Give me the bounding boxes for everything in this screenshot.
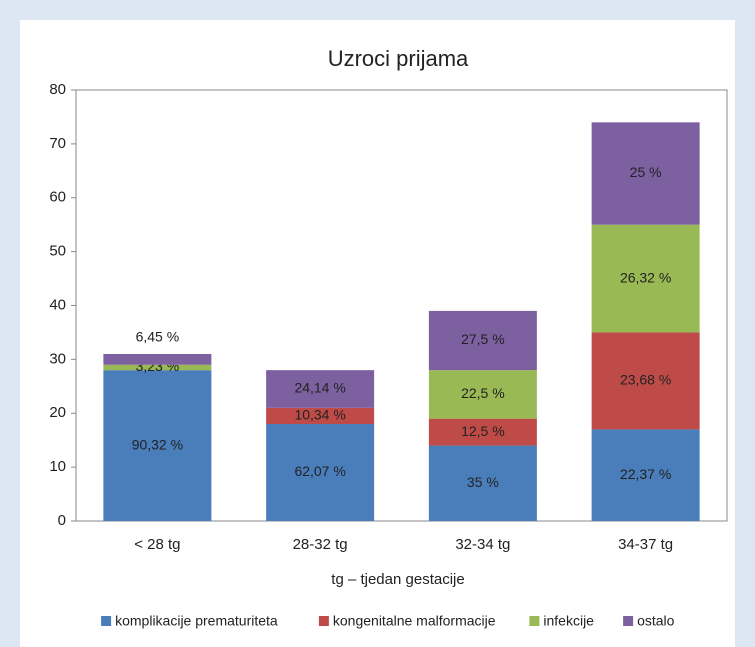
- segment-label: 10,34 %: [294, 407, 345, 423]
- bar-segment: [591, 332, 700, 430]
- legend-label: ostalo: [637, 613, 675, 629]
- x-tick-label: < 28 tg: [134, 536, 180, 553]
- segment-label: 35 %: [467, 474, 499, 490]
- bar-segment: [266, 424, 375, 521]
- y-tick-label: 60: [49, 189, 66, 206]
- legend-label: kongenitalne malformacije: [333, 613, 496, 629]
- bar-segment: [103, 364, 212, 371]
- bar-segment: [591, 122, 700, 225]
- y-tick-label: 30: [49, 350, 66, 367]
- y-tick-label: 50: [49, 243, 66, 260]
- legend-label: komplikacije prematuriteta: [115, 613, 278, 629]
- x-tick-label: 34-37 tg: [618, 536, 673, 553]
- segment-label: 90,32 %: [132, 436, 183, 452]
- bar-segment: [103, 370, 212, 521]
- bar-segment: [428, 445, 537, 521]
- y-tick-label: 10: [49, 458, 66, 475]
- segment-label: 62,07 %: [294, 463, 345, 479]
- y-tick-label: 20: [49, 404, 66, 421]
- y-tick-label: 0: [58, 512, 66, 529]
- segment-label: 12,5 %: [461, 423, 505, 439]
- bar-segment: [428, 310, 537, 371]
- segment-label: 22,5 %: [461, 385, 505, 401]
- y-tick-label: 40: [49, 296, 66, 313]
- bar-segment: [428, 418, 537, 446]
- bar-segment: [591, 224, 700, 333]
- segment-label: 22,37 %: [620, 466, 671, 482]
- legend-swatch: [623, 616, 634, 626]
- x-tick-label: 28-32 tg: [293, 536, 348, 553]
- legend-swatch: [529, 616, 540, 626]
- segment-label: 27,5 %: [461, 331, 505, 347]
- bar-segment: [266, 407, 375, 425]
- y-tick-label: 80: [49, 81, 66, 98]
- bar-segment: [591, 429, 700, 521]
- legend-swatch: [318, 616, 329, 626]
- x-axis-title: tg – tjedan gestacije: [331, 571, 464, 588]
- chart-title: Uzroci prijama: [328, 46, 469, 71]
- segment-label: 23,68 %: [620, 372, 671, 388]
- segment-label: 24,14 %: [294, 380, 345, 396]
- segment-label: 26,32 %: [620, 269, 671, 285]
- bar-segment: [428, 370, 537, 419]
- y-tick-label: 70: [49, 135, 66, 152]
- bar-segment: [103, 353, 212, 365]
- x-tick-label: 32-34 tg: [455, 536, 510, 553]
- plot-border: [75, 89, 728, 522]
- legend-swatch: [101, 616, 112, 626]
- legend-label: infekcije: [543, 613, 594, 629]
- segment-label: 25 %: [630, 164, 662, 180]
- segment-label: 6,45 %: [136, 329, 180, 345]
- bar-segment: [266, 370, 375, 408]
